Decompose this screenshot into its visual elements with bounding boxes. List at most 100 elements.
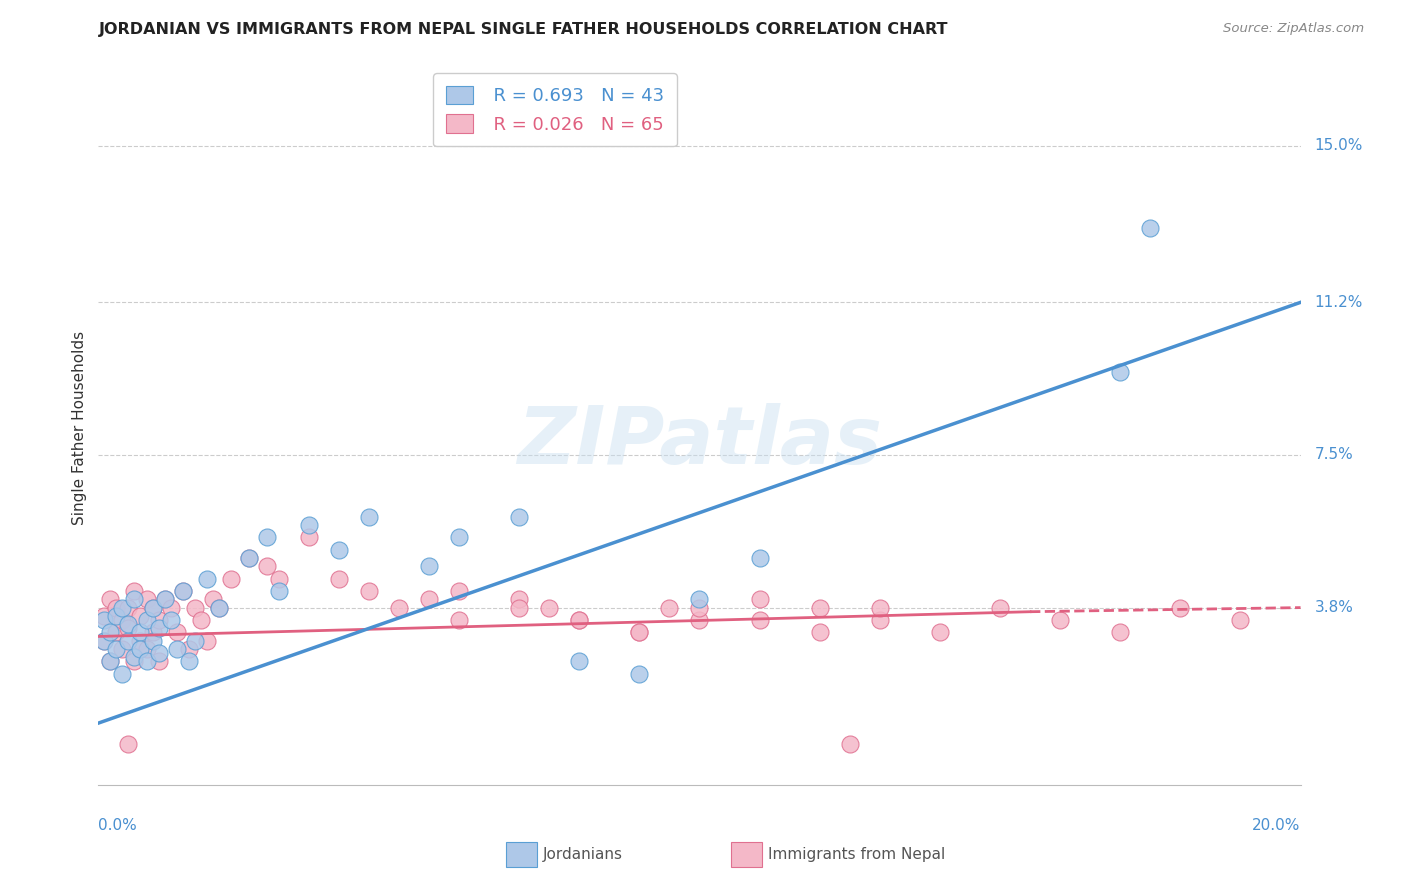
Point: [129, 608, 152, 623]
Point: [1229, 613, 1251, 627]
Point: [688, 600, 710, 615]
Point: [808, 600, 831, 615]
Legend:   R = 0.693   N = 43,   R = 0.026   N = 65: R = 0.693 N = 43, R = 0.026 N = 65: [433, 73, 676, 146]
Point: [135, 613, 157, 627]
Point: [183, 633, 205, 648]
Point: [100, 625, 122, 640]
Point: [93, 613, 115, 627]
Point: [869, 600, 891, 615]
Point: [688, 592, 710, 607]
Point: [117, 621, 139, 635]
Point: [538, 600, 561, 615]
Point: [357, 509, 380, 524]
Point: [195, 633, 218, 648]
Y-axis label: Single Father Households: Single Father Households: [72, 331, 87, 525]
Text: Source: ZipAtlas.com: Source: ZipAtlas.com: [1223, 22, 1364, 36]
Point: [328, 542, 350, 557]
Point: [141, 633, 163, 648]
Point: [177, 641, 200, 656]
Point: [153, 592, 176, 607]
Point: [105, 600, 128, 615]
Point: [418, 592, 440, 607]
Point: [124, 592, 146, 607]
Point: [748, 551, 770, 566]
Text: 0.0%: 0.0%: [98, 818, 138, 832]
Text: 15.0%: 15.0%: [1315, 138, 1362, 153]
Point: [658, 600, 681, 615]
Point: [1109, 625, 1132, 640]
Point: [183, 600, 205, 615]
Point: [1170, 600, 1192, 615]
Point: [195, 572, 218, 586]
Point: [111, 641, 134, 656]
Point: [568, 613, 591, 627]
Point: [628, 666, 651, 681]
Point: [267, 584, 290, 599]
Point: [328, 572, 350, 586]
Point: [929, 625, 952, 640]
Point: [688, 613, 710, 627]
Point: [508, 600, 530, 615]
Point: [124, 650, 146, 665]
Point: [1139, 221, 1161, 235]
Point: [298, 518, 321, 533]
Point: [100, 654, 122, 668]
Text: ZIPatlas: ZIPatlas: [517, 403, 882, 482]
Point: [105, 608, 128, 623]
Point: [190, 613, 212, 627]
Point: [166, 625, 188, 640]
Point: [568, 654, 591, 668]
Point: [93, 633, 115, 648]
Point: [117, 617, 139, 632]
Point: [141, 625, 163, 640]
Point: [105, 625, 128, 640]
Point: [208, 600, 231, 615]
Point: [219, 572, 242, 586]
Point: [129, 625, 152, 640]
Point: [159, 613, 181, 627]
Point: [129, 633, 152, 648]
Point: [93, 608, 115, 623]
Point: [124, 584, 146, 599]
Point: [508, 592, 530, 607]
Point: [124, 654, 146, 668]
Point: [1109, 366, 1132, 380]
Text: JORDANIAN VS IMMIGRANTS FROM NEPAL SINGLE FATHER HOUSEHOLDS CORRELATION CHART: JORDANIAN VS IMMIGRANTS FROM NEPAL SINGL…: [98, 22, 948, 37]
Point: [148, 654, 170, 668]
Point: [117, 633, 139, 648]
Point: [172, 584, 194, 599]
Text: Jordanians: Jordanians: [543, 847, 623, 862]
Point: [1049, 613, 1071, 627]
Point: [388, 600, 411, 615]
Point: [256, 559, 278, 574]
Point: [100, 654, 122, 668]
Point: [418, 559, 440, 574]
Point: [628, 625, 651, 640]
Point: [447, 584, 470, 599]
Point: [93, 633, 115, 648]
Point: [111, 613, 134, 627]
Point: [988, 600, 1011, 615]
Point: [838, 737, 860, 751]
Point: [117, 600, 139, 615]
Point: [111, 666, 134, 681]
Point: [100, 592, 122, 607]
Point: [148, 646, 170, 660]
Point: [166, 641, 188, 656]
Point: [447, 531, 470, 545]
Point: [148, 613, 170, 627]
Point: [568, 613, 591, 627]
Point: [447, 613, 470, 627]
Point: [141, 600, 163, 615]
Point: [172, 584, 194, 599]
Text: 11.2%: 11.2%: [1315, 295, 1362, 310]
Point: [748, 592, 770, 607]
Point: [357, 584, 380, 599]
Point: [238, 551, 260, 566]
Text: 7.5%: 7.5%: [1315, 448, 1354, 462]
Point: [141, 600, 163, 615]
Point: [148, 621, 170, 635]
Point: [153, 592, 176, 607]
Point: [208, 600, 231, 615]
Point: [808, 625, 831, 640]
